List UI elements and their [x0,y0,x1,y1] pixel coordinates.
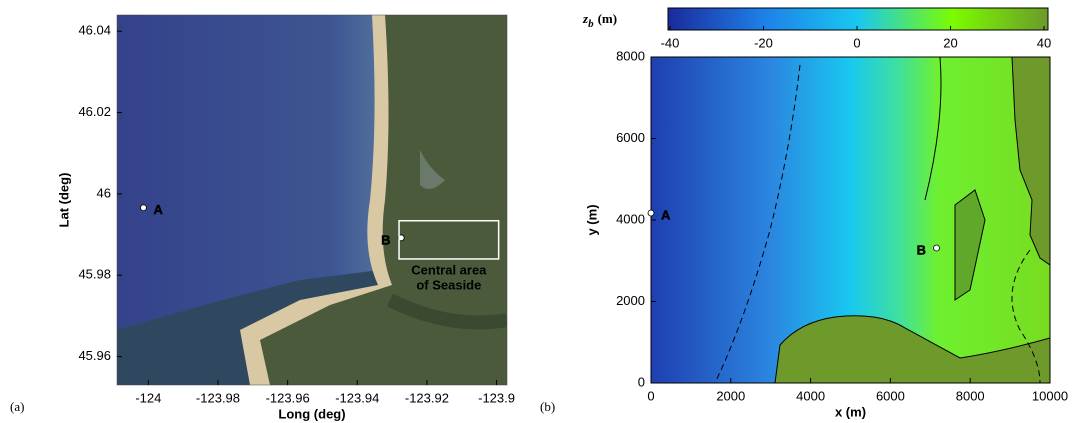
x-tick-label: -123.96 [266,390,310,405]
y-axis-label: y (m) [584,204,599,235]
colorbar-tick-label: 20 [943,35,957,50]
x-axis-label: Long (deg) [278,406,345,421]
point-label: A [661,207,671,222]
panel-label: (b) [540,399,555,414]
x-tick-label: -123.92 [405,390,449,405]
y-tick-label: 0 [638,374,645,389]
bathymetry-map [651,57,1050,383]
colorbar-subscript: b [588,18,594,30]
colorbar-tick-label: 40 [1037,35,1051,50]
x-tick-label: 0 [647,388,654,403]
y-tick-label: 6000 [616,130,645,145]
y-tick-label: 2000 [616,293,645,308]
x-tick-label: 10000 [1032,388,1068,403]
point-label: A [153,202,163,217]
colorbar-tick-label: -20 [754,35,773,50]
point-label: B [381,232,390,247]
box-label: of Seaside [416,277,481,292]
x-tick-label: 6000 [876,388,905,403]
point-marker [140,205,146,211]
x-tick-label: 8000 [956,388,985,403]
y-tick-label: 45.96 [78,348,111,363]
y-tick-label: 46.04 [78,23,111,38]
y-tick-label: 45.98 [78,267,111,282]
colorbar [668,8,1048,30]
panel-label: (a) [10,399,24,414]
satellite-image [117,15,507,385]
x-tick-label: -123.9 [478,390,515,405]
x-tick-label: 2000 [716,388,745,403]
figure: -124 -123.98 -123.96 -123.94 -123.92 -123.9 45… [0,0,1089,423]
colorbar-tick-label: 0 [853,35,860,50]
point-marker [648,210,654,216]
colorbar-unit: (m) [598,11,618,26]
x-tick-label: -123.98 [196,390,240,405]
x-tick-label: -124 [135,390,161,405]
y-tick-label: 4000 [616,211,645,226]
point-marker [934,245,940,251]
point-label: B [917,242,926,257]
y-tick-label: 46 [97,185,111,200]
x-tick-label: -123.94 [335,390,379,405]
box-label: Central area [411,262,487,277]
x-tick-label: 4000 [796,388,825,403]
y-axis-label: Lat (deg) [56,173,71,228]
y-tick-label: 46.02 [78,104,111,119]
colorbar-tick-label: -40 [661,35,680,50]
x-axis-label: x (m) [835,404,866,419]
colorbar-label: zb(m) [582,11,617,30]
y-tick-label: 8000 [616,48,645,63]
